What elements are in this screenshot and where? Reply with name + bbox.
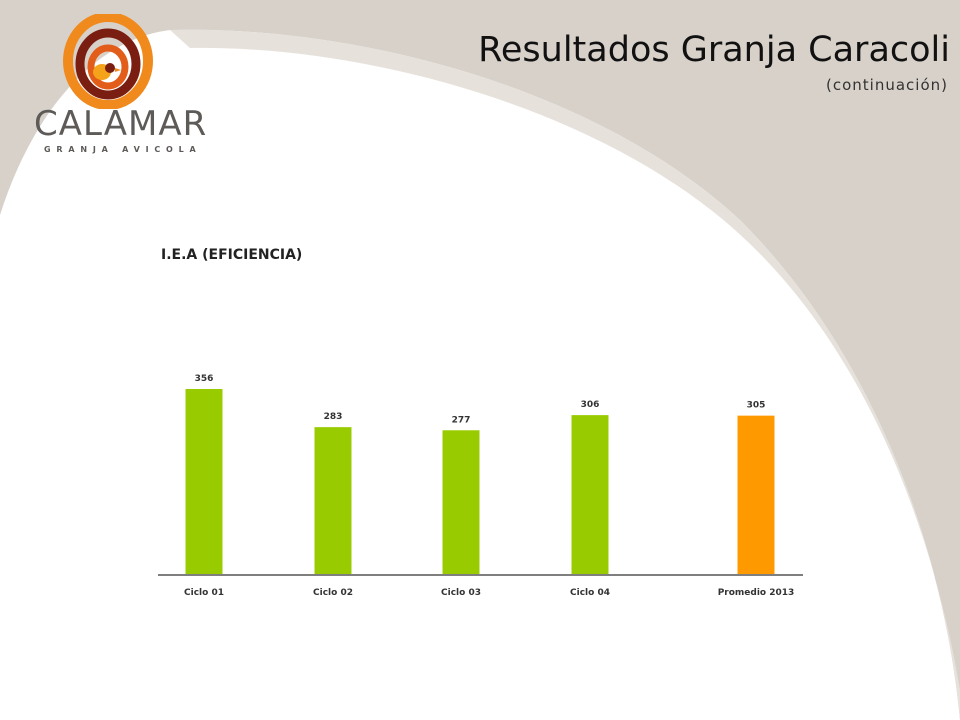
bar-ciclo-03	[442, 430, 480, 575]
bar-ciclo-01	[185, 389, 223, 575]
data-label: 356	[195, 374, 214, 384]
page-subtitle: (continuación)	[826, 76, 948, 94]
bar-promedio-2013	[737, 415, 775, 575]
calamar-logo: CALAMAR GRANJA AVICOLA	[20, 12, 206, 164]
chart-title: I.E.A (EFICIENCIA)	[161, 247, 303, 263]
data-labels: 356 283 277 306 305	[195, 374, 766, 425]
x-tick-label: Ciclo 02	[313, 588, 353, 598]
x-tick-label: Promedio 2013	[718, 588, 795, 598]
data-label: 306	[581, 400, 600, 410]
bird-ring-icon	[63, 12, 153, 110]
x-tick-labels: Ciclo 01 Ciclo 02 Ciclo 03 Ciclo 04 Promedio…	[184, 588, 794, 598]
x-tick-label: Ciclo 04	[570, 588, 610, 598]
logo-wordmark: CALAMAR	[34, 104, 208, 144]
page-title: Resultados Granja Caracoli	[478, 30, 950, 70]
data-label: 283	[324, 412, 343, 422]
bar-ciclo-04	[571, 415, 609, 575]
data-label: 305	[747, 401, 766, 411]
bar-ciclo-02	[314, 427, 352, 575]
bar-series	[185, 389, 775, 575]
logo-tagline: GRANJA AVICOLA	[44, 145, 202, 154]
data-label: 277	[452, 415, 471, 425]
x-tick-label: Ciclo 03	[441, 588, 481, 598]
x-tick-label: Ciclo 01	[184, 588, 224, 598]
